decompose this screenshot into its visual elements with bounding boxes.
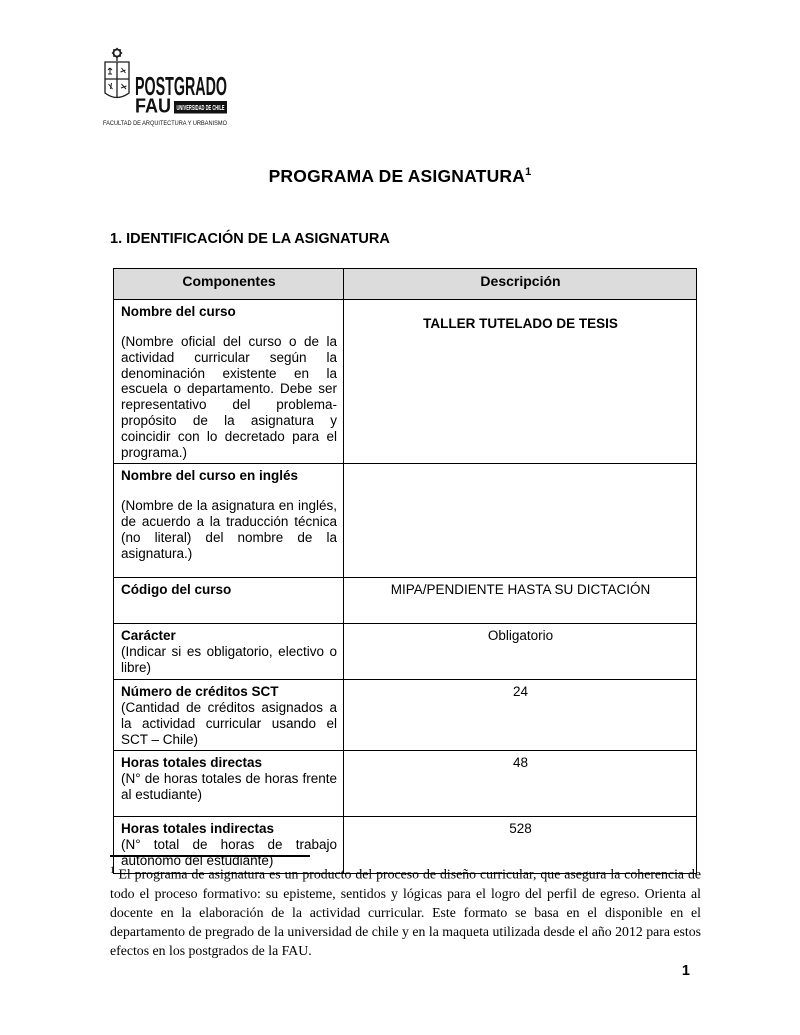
cell-description: 528 [343,816,697,875]
row-value: 48 [512,755,529,771]
title-footnote-marker: 1 [525,166,532,179]
cell-component: Número de créditos SCT (Cantidad de créd… [113,678,344,752]
row-label: Horas totales indirectas [121,821,275,837]
row-label: Nombre del curso [121,304,236,319]
table-row: Horas totales indirectas (N° total de ho… [113,816,697,875]
table-row: Nombre del curso en inglés (Nombre de la… [113,463,697,579]
row-value: 24 [512,683,529,699]
footnote-marker: 1 [110,865,115,875]
cell-component: Carácter (Indicar si es obligatorio, ele… [113,623,344,680]
table-row: Carácter (Indicar si es obligatorio, ele… [113,623,697,680]
document-title: PROGRAMA DE ASIGNATURA1 [0,166,800,187]
logo-universidad-de-chile-text: UNIVERSIDAD DE CHILE [177,103,225,112]
row-note: (N° de horas totales de horas frente al … [121,771,337,803]
header-componentes: Componentes [113,268,344,300]
header-descripcion: Descripción [343,268,697,300]
footnote-separator [110,855,310,857]
row-value [351,467,690,468]
cell-description: TALLER TUTELADO DE TESIS [343,298,697,465]
asignatura-table: Componentes Descripción Nombre del curso… [113,268,697,875]
postgrado-fau-logo: POSTGRADO FAU UNIVERSIDAD DE CHILE FACUL… [103,46,230,133]
row-label: Código del curso [121,582,232,598]
page-number: 1 [681,963,690,979]
row-value: Obligatorio [487,628,554,644]
logo-postgrado-text: POSTGRADO [135,71,227,101]
cell-component: Horas totales directas (N° de horas tota… [113,750,344,818]
cell-component: Horas totales indirectas (N° total de ho… [113,816,344,875]
cell-description: Obligatorio [343,623,697,680]
table-row: Nombre del curso (Nombre oficial del cur… [113,298,697,465]
section-heading: 1. IDENTIFICACIÓN DE LA ASIGNATURA [110,231,390,247]
document-title-text: PROGRAMA DE ASIGNATURA [268,166,526,186]
cell-component: Nombre del curso (Nombre oficial del cur… [113,298,344,465]
cell-description: 24 [343,678,697,752]
table-header-row: Componentes Descripción [113,268,697,300]
row-note: (Nombre oficial del curso o de la activi… [121,334,337,460]
table-row: Horas totales directas (N° de horas tota… [113,750,697,818]
logo-badge-background [174,101,227,114]
row-note: (Nombre de la asignatura en inglés, de a… [121,498,337,561]
row-value: TALLER TUTELADO DE TESIS [423,316,618,331]
row-label: Número de créditos SCT [121,683,279,699]
cell-description: MIPA/PENDIENTE HASTA SU DICTACIÓN [343,577,697,625]
cell-description [343,463,697,579]
cell-component: Nombre del curso en inglés (Nombre de la… [113,463,344,579]
table-row: Código del curso MIPA/PENDIENTE HASTA SU… [113,577,697,625]
row-note: (Cantidad de créditos asignados a la act… [121,699,337,747]
row-value: MIPA/PENDIENTE HASTA SU DICTACIÓN [390,582,651,598]
row-note: (Indicar si es obligatorio, electivo o l… [121,644,337,676]
table-row: Número de créditos SCT (Cantidad de créd… [113,678,697,752]
row-value: 528 [509,821,532,837]
university-crest-icon: POSTGRADO FAU UNIVERSIDAD DE CHILE FACUL… [103,47,227,127]
row-label: Nombre del curso en inglés [121,468,299,484]
cell-component: Código del curso [113,577,344,625]
row-label: Horas totales directas [121,755,263,771]
logo-fau-text: FAU [135,96,171,118]
row-label: Carácter [121,628,176,644]
footnote-text: El programa de asignatura es un producto… [110,866,701,958]
logo-facultad-text: FACULTAD DE ARQUITECTURA Y URBANISMO [103,120,227,127]
footnote: 1 El programa de asignatura es un produc… [110,861,701,960]
cell-description: 48 [343,750,697,818]
